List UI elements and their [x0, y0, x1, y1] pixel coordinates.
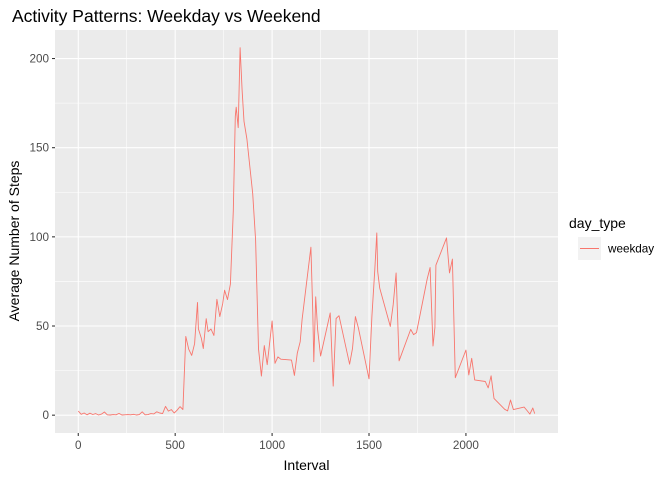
y-tick-label: 50	[36, 320, 50, 333]
series-layer	[77, 47, 536, 416]
plot-panel	[55, 30, 558, 433]
y-axis: 0 50 100 150 200	[29, 53, 55, 422]
y-axis-title: Average Number of Steps	[6, 161, 22, 322]
x-tick-label: 500	[165, 439, 185, 452]
y-tick-label: 150	[29, 142, 49, 155]
grid-lines	[55, 30, 558, 433]
x-axis-title: Interval	[284, 457, 330, 473]
x-tick-label: 2000	[453, 439, 480, 452]
y-tick-label: 200	[29, 53, 49, 66]
legend: day_type weekday	[569, 215, 654, 260]
legend-label-weekday: weekday	[607, 243, 654, 256]
y-tick-label: 0	[42, 409, 49, 422]
series-line-weekday	[77, 47, 536, 416]
x-tick-label: 1500	[356, 439, 383, 452]
x-tick-label: 0	[75, 439, 82, 452]
legend-title: day_type	[569, 215, 626, 231]
chart-title: Activity Patterns: Weekday vs Weekend	[12, 6, 321, 26]
x-axis: 0 500 1000 1500 2000	[75, 433, 479, 452]
x-tick-label: 1000	[259, 439, 286, 452]
y-tick-label: 100	[29, 231, 49, 244]
